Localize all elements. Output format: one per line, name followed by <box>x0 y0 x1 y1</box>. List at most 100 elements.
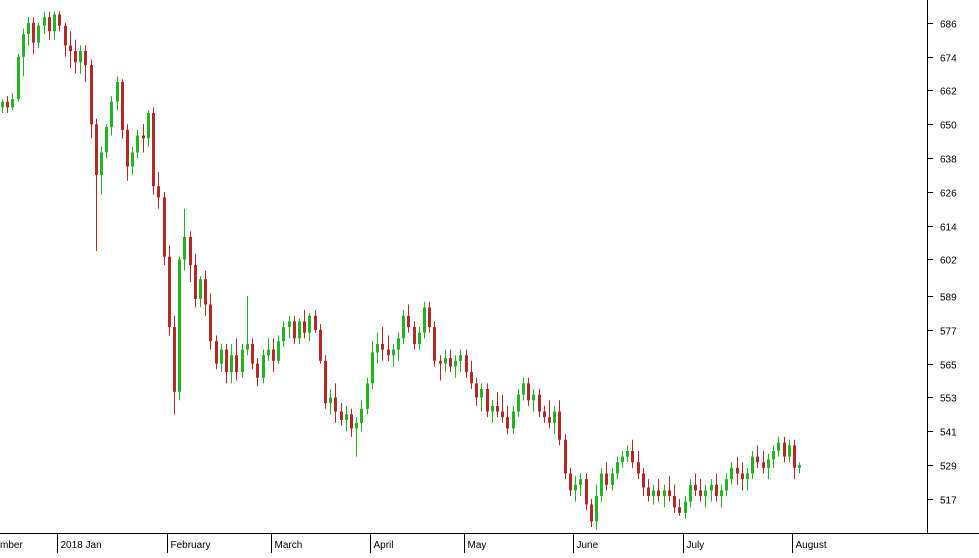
candle <box>147 110 150 147</box>
candle <box>626 445 629 463</box>
candle <box>116 76 119 111</box>
candle-body <box>730 467 733 480</box>
candle <box>788 439 791 463</box>
candle-body <box>449 358 452 367</box>
candle <box>647 479 650 502</box>
candle <box>277 335 280 364</box>
candle <box>652 484 655 505</box>
candle <box>553 405 556 435</box>
candle <box>558 400 561 446</box>
candle <box>428 301 431 333</box>
candle-body <box>350 414 353 429</box>
y-tick-label: 589 <box>940 293 957 304</box>
candle <box>64 22 67 57</box>
candle <box>444 349 447 373</box>
candle <box>496 391 499 418</box>
candle-body <box>470 372 473 384</box>
candle <box>506 405 509 435</box>
candle-body <box>762 462 765 468</box>
candle <box>100 146 103 195</box>
x-month-label: July <box>687 540 705 551</box>
candle <box>32 17 35 54</box>
candle-body <box>418 332 421 344</box>
candle-body <box>423 307 426 333</box>
candle-body <box>345 414 348 420</box>
candle-body <box>684 501 687 513</box>
candle <box>673 484 676 513</box>
candle <box>282 321 285 347</box>
candle <box>611 467 614 491</box>
candle-body <box>668 490 671 497</box>
candle-body <box>475 383 478 398</box>
candle-body <box>209 304 212 342</box>
candle-body <box>652 490 655 497</box>
candle-body <box>6 101 9 108</box>
candle <box>501 394 504 423</box>
candle-body <box>100 152 103 175</box>
candle-body <box>699 490 702 497</box>
candle <box>152 107 155 195</box>
candle <box>293 315 296 344</box>
y-tick-label: 686 <box>940 20 957 31</box>
candle <box>798 462 801 474</box>
candle-body <box>168 256 171 328</box>
candle <box>360 400 363 432</box>
candle <box>663 484 666 508</box>
candle-body <box>397 338 400 350</box>
candle <box>225 343 228 384</box>
candle-body <box>595 496 598 522</box>
candle <box>423 301 426 339</box>
candle-body <box>616 462 619 474</box>
candle <box>371 341 374 390</box>
candle <box>459 349 462 373</box>
candle-body <box>22 34 25 57</box>
candle <box>590 498 593 527</box>
candle-body <box>277 341 280 361</box>
candle-body <box>121 82 124 130</box>
candle-body <box>454 360 457 367</box>
y-tick-label: 662 <box>940 87 957 98</box>
candle-body <box>439 360 442 364</box>
candle <box>678 498 681 516</box>
candle <box>762 450 765 474</box>
candle <box>246 296 249 356</box>
candle-body <box>527 383 530 401</box>
candle-body <box>459 355 462 361</box>
candle <box>74 39 77 74</box>
candle-body <box>288 321 291 328</box>
candle <box>157 172 160 209</box>
candle <box>381 327 384 361</box>
candle <box>334 383 337 423</box>
candle-body <box>262 355 265 378</box>
candle <box>741 462 744 491</box>
candle <box>204 270 207 316</box>
candle-body <box>220 349 223 364</box>
candle <box>298 318 301 344</box>
candle-body <box>543 411 546 418</box>
candle-body <box>64 25 67 46</box>
candle-body <box>736 467 739 474</box>
candle-body <box>126 129 129 167</box>
candle <box>569 467 572 497</box>
y-tick-label: 602 <box>940 256 957 267</box>
candle <box>303 310 306 339</box>
candle <box>267 338 270 361</box>
candle <box>183 208 186 271</box>
candle-body <box>663 490 666 497</box>
candle <box>387 335 390 361</box>
candle <box>730 462 733 485</box>
candle <box>433 321 436 367</box>
candle <box>694 473 697 497</box>
candle <box>319 324 322 364</box>
candle-body <box>189 236 192 266</box>
candle <box>605 462 608 491</box>
candle <box>241 343 244 378</box>
candle <box>163 191 166 266</box>
candle <box>574 476 577 502</box>
candle-body <box>569 473 572 491</box>
candle-body <box>303 321 306 333</box>
candle <box>517 389 520 418</box>
candle-body <box>611 473 614 485</box>
candle-body <box>600 473 603 497</box>
candle <box>621 450 624 468</box>
